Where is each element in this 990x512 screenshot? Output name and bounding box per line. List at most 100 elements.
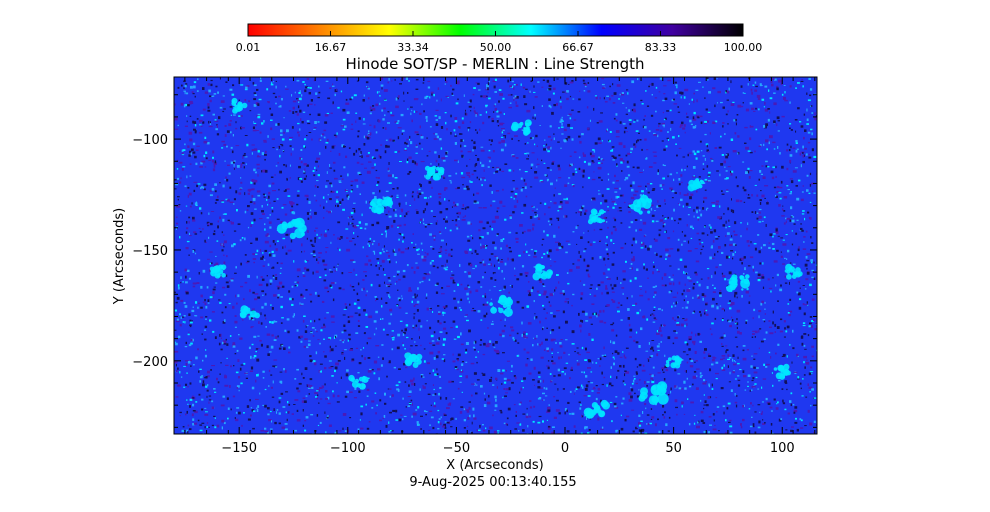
heatmap-speck [473, 170, 477, 172]
heatmap-speck [494, 409, 497, 411]
heatmap-speck [460, 150, 463, 153]
heatmap-speck [568, 113, 572, 116]
heatmap-speck [307, 87, 310, 89]
heatmap-speck [622, 397, 625, 400]
heatmap-speck [464, 271, 467, 273]
heatmap-speck [482, 121, 485, 125]
heatmap-speck [230, 279, 234, 282]
heatmap-speck [195, 356, 198, 360]
heatmap-speck [188, 220, 190, 224]
heatmap-speck [542, 304, 545, 307]
heatmap-speck [663, 148, 666, 151]
heatmap-speck [599, 320, 604, 323]
heatmap-speck [212, 113, 215, 116]
heatmap-speck [533, 91, 536, 93]
heatmap-speck [177, 198, 179, 201]
heatmap-speck [625, 176, 629, 180]
heatmap-speck [684, 88, 689, 92]
heatmap-speck [267, 431, 269, 434]
heatmap-speck [222, 395, 226, 398]
heatmap-speck [566, 197, 568, 201]
heatmap-speck [428, 410, 433, 412]
heatmap-speck [252, 291, 255, 294]
heatmap-speck [722, 405, 726, 408]
heatmap-speck [303, 177, 307, 180]
heatmap-speck [183, 386, 186, 388]
heatmap-speck [610, 150, 613, 152]
heatmap-speck [454, 142, 457, 145]
heatmap-speck [324, 355, 327, 358]
heatmap-speck [482, 277, 484, 279]
heatmap-speck [337, 263, 339, 266]
heatmap-speck [333, 266, 336, 268]
heatmap-speck [461, 363, 464, 366]
heatmap-speck [511, 285, 513, 288]
heatmap-speck [723, 364, 725, 367]
heatmap-speck [766, 363, 770, 366]
heatmap-speck [612, 181, 615, 184]
heatmap-speck [348, 222, 350, 226]
heatmap-speck [759, 144, 762, 147]
heatmap-speck [353, 152, 356, 156]
heatmap-speck [177, 384, 181, 387]
heatmap-speck [421, 280, 424, 283]
heatmap-speck [424, 96, 428, 99]
heatmap-speck [471, 252, 473, 255]
heatmap-speck [435, 355, 439, 359]
heatmap-speck [552, 338, 556, 341]
heatmap-speck [802, 303, 805, 306]
heatmap-speck [343, 308, 347, 310]
heatmap-speck [429, 326, 432, 330]
heatmap-speck [646, 423, 648, 425]
heatmap-speck [230, 278, 234, 280]
heatmap-speck [240, 262, 242, 266]
heatmap-speck [344, 430, 347, 432]
heatmap-speck [310, 414, 314, 416]
heatmap-speck [450, 248, 453, 251]
heatmap-speck [220, 348, 223, 351]
heatmap-speck [229, 106, 233, 108]
heatmap-speck [243, 362, 246, 365]
heatmap-speck [492, 414, 494, 417]
heatmap-speck [774, 78, 777, 81]
heatmap-speck [336, 132, 338, 135]
heatmap-speck [357, 325, 361, 327]
heatmap-speck [784, 408, 787, 411]
heatmap-speck [571, 80, 574, 83]
heatmap-speck [633, 339, 636, 342]
heatmap-speck [791, 215, 793, 217]
heatmap-background [174, 77, 817, 434]
heatmap-speck [763, 320, 766, 323]
heatmap-speck [665, 253, 669, 257]
heatmap-speck [217, 195, 219, 199]
heatmap-speck [799, 418, 802, 421]
heatmap-speck [616, 165, 618, 167]
heatmap-speck [341, 198, 344, 201]
heatmap-speck [205, 376, 208, 379]
heatmap-speck [449, 180, 452, 182]
heatmap-speck [398, 238, 400, 241]
heatmap-speck [511, 258, 514, 262]
heatmap-speck [414, 383, 416, 386]
heatmap-speck [803, 374, 806, 376]
heatmap-speck [174, 128, 179, 130]
heatmap-speck [230, 221, 234, 225]
heatmap-speck [794, 406, 798, 409]
heatmap-speck [319, 363, 323, 365]
heatmap-speck [412, 327, 415, 329]
heatmap-speck [506, 379, 511, 382]
heatmap-speck [761, 386, 763, 389]
heatmap-speck [250, 355, 252, 359]
heatmap-speck [276, 409, 279, 411]
heatmap-speck [313, 360, 316, 363]
heatmap-speck [467, 284, 469, 287]
heatmap-speck [244, 281, 248, 284]
heatmap-speck [385, 424, 388, 428]
heatmap-speck [748, 408, 751, 410]
heatmap-speck [259, 131, 262, 134]
heatmap-speck [734, 244, 737, 246]
heatmap-speck [728, 320, 732, 323]
heatmap-speck [480, 246, 482, 249]
heatmap-speck [519, 273, 523, 276]
heatmap-speck [210, 211, 215, 212]
